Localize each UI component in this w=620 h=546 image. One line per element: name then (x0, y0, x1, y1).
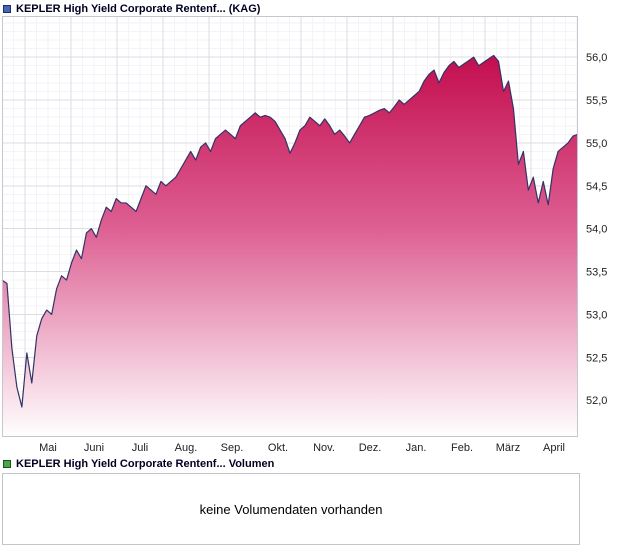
y-tick-label: 54,5 (586, 181, 607, 193)
volume-legend: KEPLER High Yield Corporate Rentenf... V… (0, 455, 620, 471)
y-tick-label: 56,0 (586, 52, 607, 64)
x-tick-label: Okt. (268, 442, 288, 454)
plot-border (2, 16, 578, 437)
y-tick-label: 55,0 (586, 138, 607, 150)
x-tick-label: Aug. (175, 442, 198, 454)
volume-panel: keine Volumendaten vorhanden (2, 473, 580, 545)
x-axis-labels: Mai Juni Juli Aug. Sep. Okt. Nov. Dez. Jan. Feb. M… (39, 442, 565, 454)
x-tick-label: Feb. (451, 442, 473, 454)
x-tick-label: April (543, 442, 565, 454)
y-tick-label: 53,5 (586, 267, 607, 279)
price-legend: KEPLER High Yield Corporate Rentenf... (… (0, 0, 620, 16)
volume-series-marker-icon (3, 460, 11, 468)
price-chart-svg: 56,0 55,5 55,0 54,5 54,0 53,5 53,0 52,5 52,0 Mai J… (1, 16, 607, 454)
price-series-marker-icon (3, 5, 11, 13)
y-axis-labels: 56,0 55,5 55,0 54,5 54,0 53,5 53,0 52,5 52,0 (586, 52, 607, 407)
y-tick-label: 52,5 (586, 352, 607, 364)
x-tick-label: Nov. (313, 442, 335, 454)
price-line (1, 54, 579, 408)
x-tick-label: Juni (84, 442, 104, 454)
y-tick-label: 54,0 (586, 224, 607, 236)
y-tick-label: 55,5 (586, 95, 607, 107)
x-tick-label: Juli (132, 442, 149, 454)
price-area (2, 55, 578, 437)
no-volume-message: keine Volumendaten vorhanden (199, 501, 383, 517)
x-tick-label: März (496, 442, 520, 454)
x-tick-label: Jan. (406, 442, 427, 454)
x-tick-label: Dez. (359, 442, 382, 454)
y-tick-label: 52,0 (586, 395, 607, 407)
price-chart[interactable]: 56,0 55,5 55,0 54,5 54,0 53,5 53,0 52,5 52,0 Mai J… (0, 16, 620, 454)
y-tick-label: 53,0 (586, 309, 607, 321)
x-tick-label: Sep. (221, 442, 244, 454)
price-series-label: KEPLER High Yield Corporate Rentenf... (… (16, 2, 261, 15)
volume-series-label: KEPLER High Yield Corporate Rentenf... V… (16, 457, 275, 470)
x-tick-label: Mai (39, 442, 57, 454)
